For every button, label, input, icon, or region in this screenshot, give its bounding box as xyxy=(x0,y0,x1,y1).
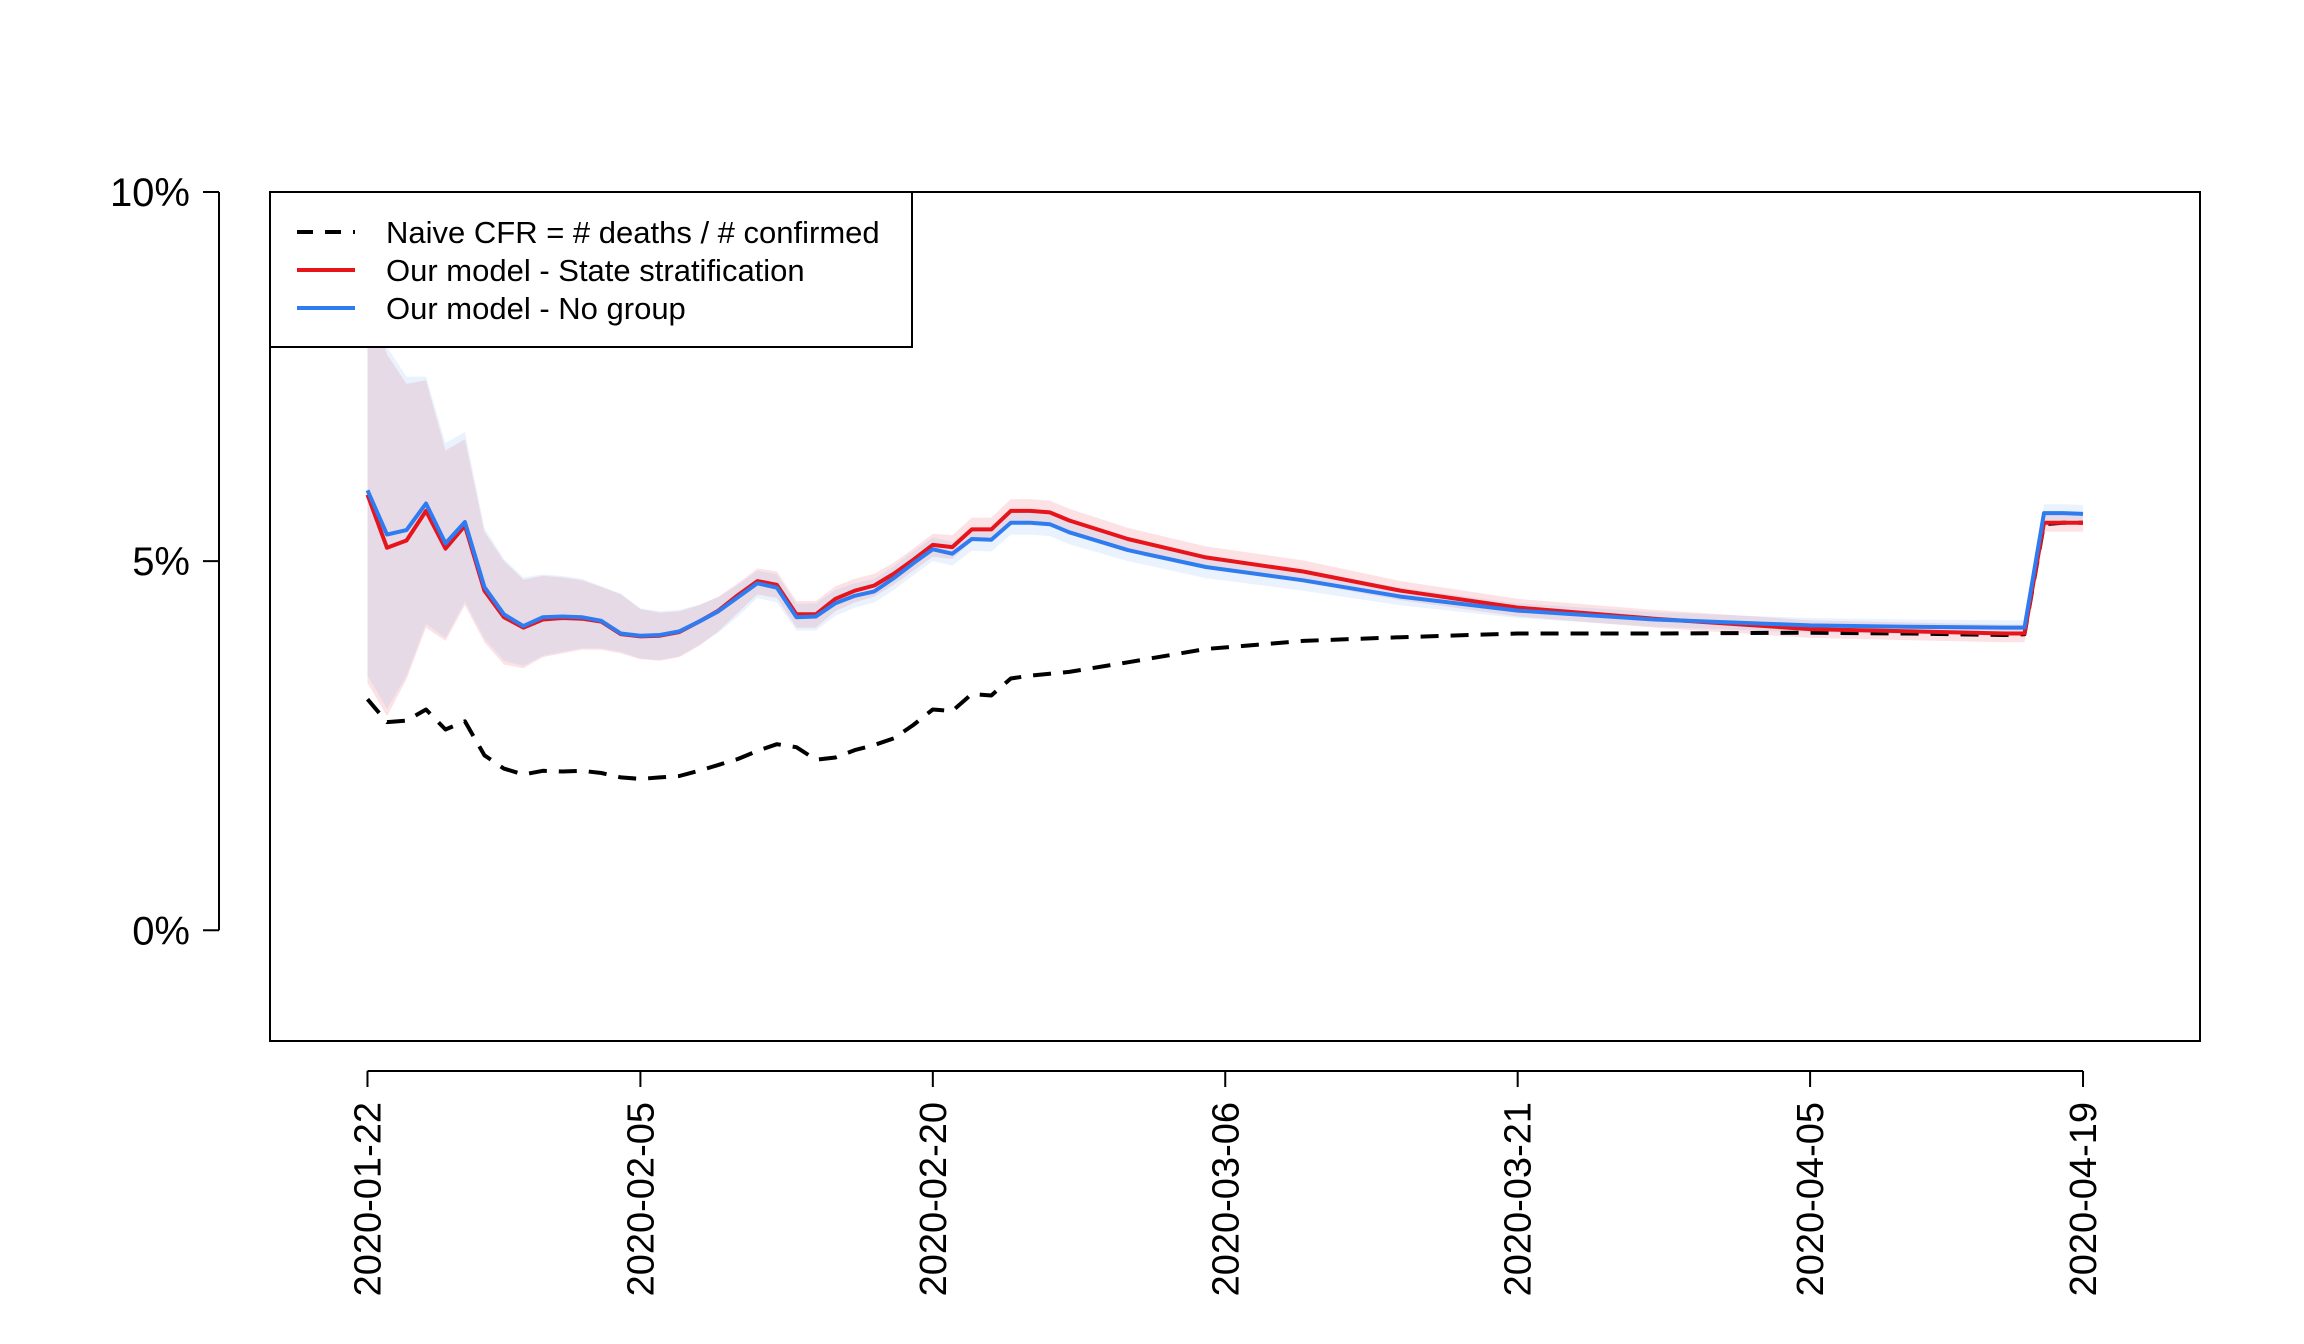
series-lines xyxy=(365,489,2084,781)
plot-frame xyxy=(269,191,2201,1042)
legend-entry-our-model-no-group: Our model - No group xyxy=(297,291,686,326)
x-tick-label: 2020-04-19 xyxy=(2063,1102,2105,1296)
y-axis: 0% 5% 10% xyxy=(110,171,220,953)
legend-label: Naive CFR = # deaths / # confirmed xyxy=(386,215,880,250)
x-tick-label: 2020-02-20 xyxy=(913,1102,955,1296)
x-tick-label: 2020-03-06 xyxy=(1205,1102,1247,1296)
legend-label: Our model - State stratification xyxy=(386,253,805,288)
x-tick-label: 2020-01-22 xyxy=(348,1102,390,1296)
y-tick-label: 10% xyxy=(110,171,190,215)
x-tick-label: 2020-03-21 xyxy=(1498,1102,1540,1296)
legend-entry-naive-cfr-deaths-confirmed: Naive CFR = # deaths / # confirmed xyxy=(297,215,880,250)
y-tick-label: 0% xyxy=(132,909,190,953)
series-line-naive-cfr-deaths-confirmed xyxy=(365,520,2083,781)
x-tick-label: 2020-04-05 xyxy=(1790,1102,1832,1296)
y-tick-label: 5% xyxy=(132,540,190,584)
legend-box xyxy=(269,191,913,348)
x-axis: 2020-01-22 2020-02-05 2020-02-20 2020-03-06… xyxy=(348,1070,2105,1296)
legend-label: Our model - No group xyxy=(386,291,686,326)
series-line-our-model-no-group xyxy=(365,489,2084,638)
legend-entry-our-model-state-stratification: Our model - State stratification xyxy=(297,253,805,288)
x-tick-label: 2020-02-05 xyxy=(620,1102,662,1296)
